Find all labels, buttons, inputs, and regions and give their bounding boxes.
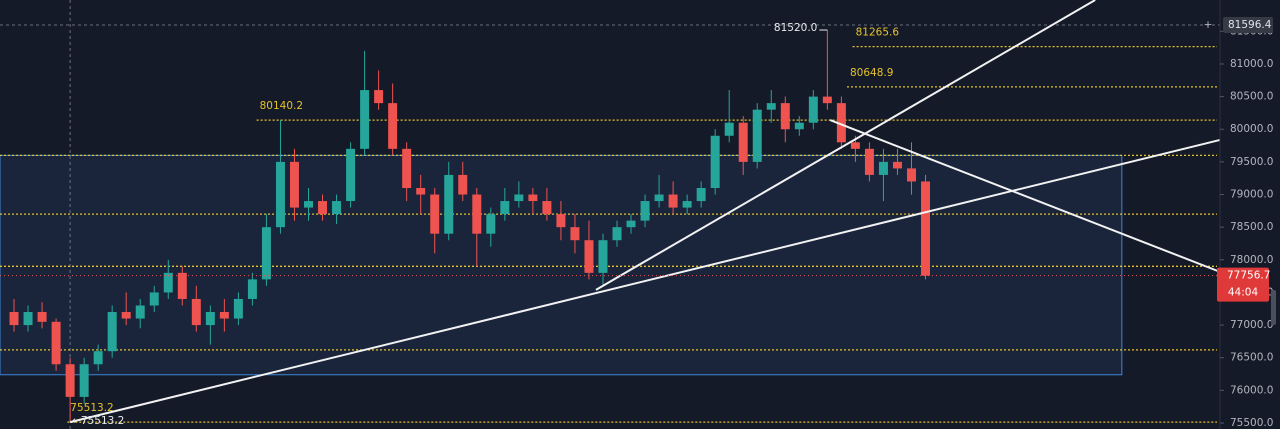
y-tick-label: 76000.0 (1230, 384, 1273, 396)
candle-body (808, 96, 818, 123)
candle-body (247, 279, 257, 299)
candle-body (710, 135, 720, 188)
y-tick-label: 80000.0 (1230, 123, 1273, 135)
candle-body (416, 187, 426, 195)
candle-body (472, 194, 482, 234)
candle-body (724, 122, 734, 136)
candle-body (191, 298, 201, 326)
candle-body (836, 103, 846, 143)
candle-body (51, 321, 61, 365)
candle-body (542, 201, 552, 215)
candle-body (556, 214, 566, 228)
last-price-tag (1217, 267, 1269, 302)
level-label: 81265.6 (856, 27, 900, 39)
y-tick-label: 80500.0 (1230, 91, 1273, 103)
scrollbar (1271, 290, 1276, 325)
candle-body (388, 103, 398, 149)
last-price: 77756.7 (1227, 270, 1270, 282)
candle-body (850, 142, 860, 149)
candle-body (135, 305, 145, 319)
candle-body (233, 298, 243, 319)
y-tick-label: 75500.0 (1230, 417, 1273, 429)
candle-body (640, 201, 650, 221)
trend-line (595, 0, 1096, 291)
candle-body (626, 220, 636, 228)
price-axis (1220, 0, 1280, 429)
candle-body (360, 90, 370, 149)
candle-body (219, 312, 229, 319)
countdown: 44:04 (1228, 287, 1259, 299)
candle-body (752, 109, 762, 162)
candle-body (458, 174, 468, 195)
crosshair-price: 81596.4 (1228, 19, 1272, 31)
candle-body (822, 96, 832, 104)
candle-body (654, 194, 664, 202)
candle-body (780, 103, 790, 130)
crosshair-tag (1223, 17, 1273, 34)
candle-body (149, 292, 159, 306)
candle-body (23, 312, 33, 326)
y-tick-label: 77000.0 (1230, 319, 1273, 331)
candle-body (584, 240, 594, 273)
candle-body (107, 312, 117, 352)
candle-body (907, 168, 916, 182)
candle-body (261, 227, 271, 280)
candle-body (332, 201, 342, 215)
candle-body (766, 103, 776, 110)
candle-body (205, 312, 215, 326)
candle-body (444, 174, 454, 234)
y-tick-label: 79500.0 (1230, 156, 1273, 168)
level-label: 80140.2 (260, 100, 303, 112)
candle-body (37, 312, 47, 322)
zone (0, 154, 1123, 376)
candle-body (346, 148, 356, 202)
annotation: 81520.0 (774, 22, 817, 34)
candle-body (275, 161, 285, 228)
candle-body (430, 194, 440, 234)
level-label: 75513.2 (70, 402, 113, 414)
candle-body (682, 201, 692, 208)
candle-body (304, 201, 313, 208)
y-tick-label: 78500.0 (1230, 221, 1273, 233)
candle-body (668, 194, 678, 208)
candle-body (598, 240, 608, 273)
y-tick-label: 76500.0 (1230, 352, 1273, 364)
candle-body (892, 161, 902, 169)
candle-body (696, 187, 706, 202)
level-label: 80648.9 (850, 67, 893, 79)
trend-line (69, 138, 1221, 424)
y-tick-label: 79000.0 (1230, 189, 1273, 201)
candle-body (374, 90, 384, 104)
candle-body (738, 122, 748, 162)
candle-body (612, 227, 622, 241)
y-tick-label: 78000.0 (1230, 254, 1273, 266)
candle-body (486, 214, 496, 234)
candle-body (9, 312, 19, 326)
candle-body (500, 201, 510, 215)
candle-body (289, 161, 299, 208)
trend-line (829, 119, 1221, 273)
candle-body (402, 148, 412, 188)
candle-body (177, 272, 187, 299)
candle-body (318, 201, 328, 215)
candle-body (528, 194, 538, 202)
candle-body (163, 272, 173, 293)
candle-body (878, 161, 888, 175)
crosshair-plus: + (1204, 19, 1213, 31)
candle-body (794, 122, 804, 130)
annotation: ←75513.2 (72, 415, 124, 427)
candle-body (570, 227, 580, 241)
candle-body (121, 312, 131, 319)
candle-body (65, 364, 75, 397)
candle-body (921, 181, 931, 276)
candle-body (93, 351, 103, 365)
y-tick-label: 81000.0 (1230, 58, 1273, 70)
candle-body (864, 148, 874, 175)
candle-body (79, 364, 89, 397)
candle-body (514, 194, 524, 202)
